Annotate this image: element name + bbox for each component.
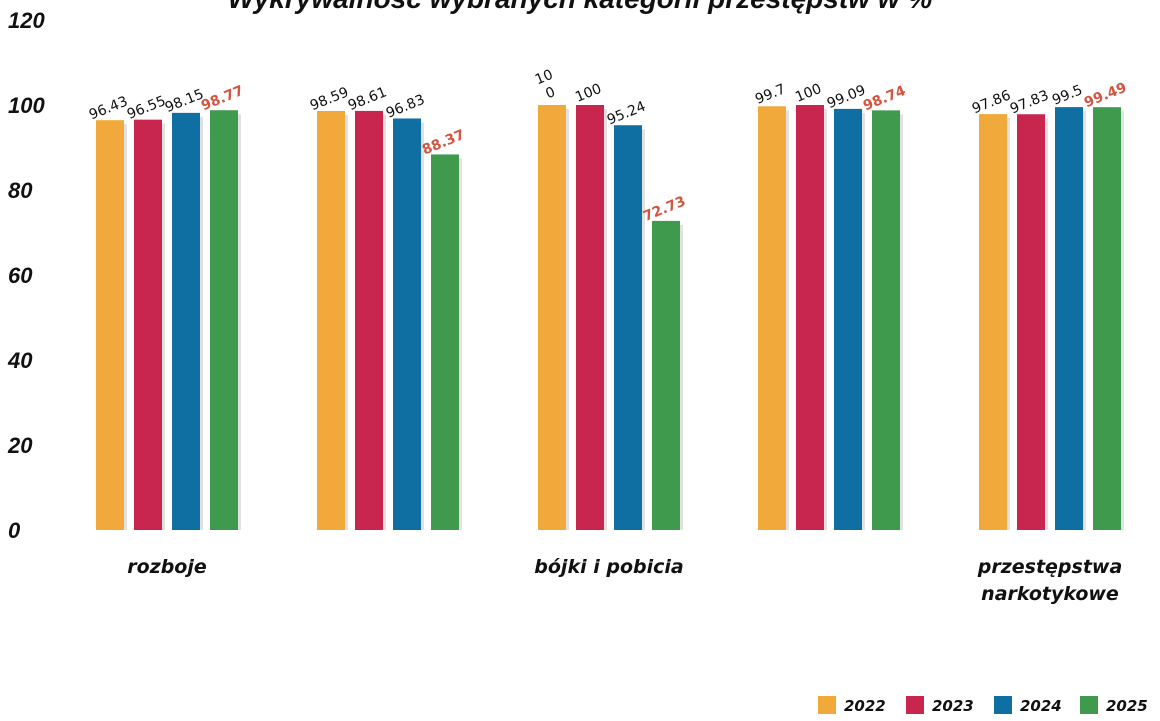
bar bbox=[355, 110, 383, 530]
bar bbox=[614, 125, 642, 530]
y-tick-label: 80 bbox=[8, 178, 33, 203]
y-tick-label: 100 bbox=[8, 93, 45, 118]
data-label: 95.24 bbox=[605, 99, 648, 129]
legend-label: 2024 bbox=[1020, 697, 1062, 715]
legend-swatch bbox=[906, 696, 924, 714]
data-label: 98.61 bbox=[346, 84, 389, 114]
data-label: 99.7 bbox=[753, 81, 788, 108]
data-label: 100 bbox=[573, 81, 604, 106]
y-tick-label: 40 bbox=[7, 348, 33, 373]
bar bbox=[210, 110, 238, 530]
y-tick-label: 60 bbox=[8, 263, 33, 288]
bar bbox=[652, 220, 680, 530]
data-label: 99.5 bbox=[1050, 82, 1085, 109]
data-label: 96.55 bbox=[125, 93, 168, 123]
y-tick-label: 20 bbox=[7, 433, 33, 458]
bar bbox=[393, 118, 421, 530]
category-label: bójki i pobicia bbox=[534, 556, 683, 578]
data-label: 97.83 bbox=[1008, 88, 1051, 118]
bar bbox=[576, 105, 604, 530]
bar bbox=[172, 112, 200, 531]
bars bbox=[96, 105, 1124, 531]
bar bbox=[317, 110, 345, 531]
category-label: przestępstwa narkotykowe bbox=[977, 556, 1123, 605]
bar bbox=[134, 119, 162, 530]
data-label: 99.49 bbox=[1082, 80, 1129, 111]
data-label: 97.86 bbox=[970, 87, 1013, 117]
data-label: 99.09 bbox=[825, 82, 868, 112]
bar bbox=[96, 120, 124, 531]
bar bbox=[796, 105, 824, 530]
chart-title: Wykrywalność wybranych kategorii przestę… bbox=[228, 0, 932, 14]
data-label: 98.59 bbox=[308, 84, 351, 114]
legend-swatch bbox=[994, 696, 1012, 714]
legend: 2022 2023 2024 2025 bbox=[818, 696, 1148, 715]
legend-label: 2023 bbox=[932, 697, 974, 715]
data-label: 72.73 bbox=[641, 193, 688, 224]
category-labels: rozboje bójki i pobicia przestępstwa narkot… bbox=[127, 556, 1122, 605]
data-label: 96.83 bbox=[384, 92, 427, 122]
data-label: 98.74 bbox=[861, 83, 908, 115]
bar bbox=[538, 105, 566, 530]
bar bbox=[758, 106, 786, 531]
bar bbox=[872, 110, 900, 530]
bar bbox=[979, 114, 1007, 530]
y-tick-label: 120 bbox=[8, 8, 45, 33]
bar bbox=[1093, 107, 1121, 530]
legend-label: 2022 bbox=[844, 697, 886, 715]
legend-label: 2025 bbox=[1106, 697, 1148, 715]
legend-swatch bbox=[818, 696, 836, 714]
category-label: rozboje bbox=[127, 556, 207, 578]
data-label: 100 bbox=[533, 67, 562, 104]
y-axis: 0 20 40 60 80 100 120 bbox=[7, 8, 45, 543]
bar bbox=[1017, 114, 1045, 530]
bar bbox=[834, 108, 862, 531]
y-tick-label: 0 bbox=[8, 518, 21, 543]
bar bbox=[431, 154, 459, 531]
bar bbox=[1055, 107, 1083, 530]
legend-swatch bbox=[1080, 696, 1098, 714]
data-label: 96.43 bbox=[87, 94, 130, 124]
data-label: 98.77 bbox=[199, 83, 246, 114]
data-label: 88.37 bbox=[420, 127, 467, 158]
data-label: 100 bbox=[793, 81, 824, 106]
